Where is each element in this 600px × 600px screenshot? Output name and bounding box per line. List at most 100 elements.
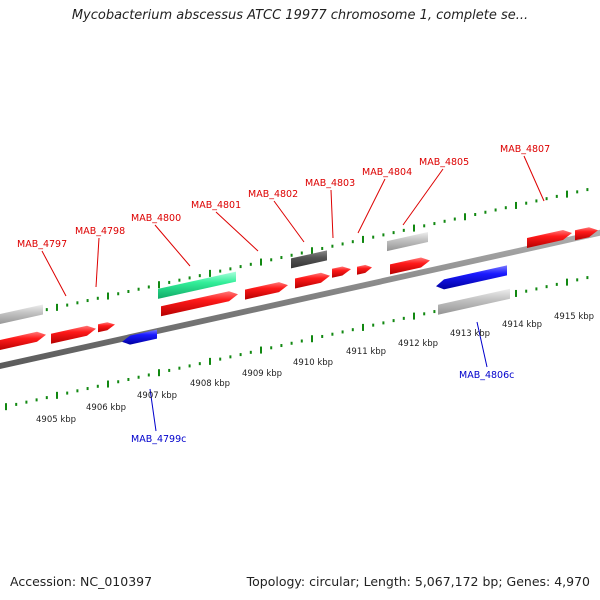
lower-scale-tick: [402, 316, 405, 320]
upper-scale-tick: [239, 265, 242, 269]
upper-scale-tick: [433, 222, 436, 226]
lower-scale-tick: [382, 321, 385, 325]
lower-scale-tick: [331, 332, 334, 336]
pseudo-gene-box[interactable]: [438, 288, 510, 315]
gene-callout-line: [95, 237, 100, 288]
lower-scale-tick: [576, 278, 579, 282]
accession-text: Accession: NC_010397: [10, 574, 153, 589]
gene-arrow[interactable]: [51, 325, 96, 344]
gene-arrow[interactable]: [245, 282, 288, 300]
upper-scale-tick: [66, 303, 69, 307]
gene-label-forward[interactable]: MAB_4798: [75, 226, 125, 237]
gene-label-reverse[interactable]: MAB_4806c: [459, 370, 514, 381]
upper-scale-tick: [45, 308, 48, 312]
scale-label: 4912 kbp: [398, 339, 438, 349]
gene-callout-line: [149, 388, 157, 432]
lower-scale-tick: [392, 319, 395, 323]
upper-scale-tick: [76, 301, 79, 305]
lower-scale-tick: [66, 391, 69, 395]
lower-scale-tick: [137, 375, 140, 379]
upper-scale-tick: [158, 281, 160, 289]
lower-scale-tick: [127, 377, 130, 381]
gene-label-forward[interactable]: MAB_4807: [500, 144, 550, 155]
lower-scale-tick: [545, 285, 548, 289]
gene-label-forward[interactable]: MAB_4800: [131, 213, 181, 224]
lower-scale-tick: [321, 334, 324, 338]
gene-arrow[interactable]: [0, 331, 46, 351]
upper-scale-tick: [86, 299, 89, 303]
lower-scale-tick: [535, 287, 538, 291]
scale-label: 4905 kbp: [36, 415, 76, 425]
gene-arrow[interactable]: [390, 257, 430, 275]
scale-label: 4911 kbp: [346, 347, 386, 357]
upper-scale-tick: [280, 256, 283, 260]
upper-scale-tick: [362, 235, 364, 243]
gene-label-forward[interactable]: MAB_4804: [362, 167, 412, 178]
lower-scale-tick: [586, 276, 589, 280]
gene-arrow[interactable]: [295, 272, 330, 289]
gene-label-reverse[interactable]: MAB_4799c: [131, 434, 186, 445]
gene-arrow[interactable]: [161, 291, 238, 317]
lower-scale-tick: [178, 366, 181, 370]
upper-scale-tick: [270, 258, 273, 262]
lower-scale-tick: [239, 353, 242, 357]
gene-callout-line: [41, 250, 67, 297]
upper-scale-tick: [219, 269, 222, 273]
upper-scale-tick: [229, 267, 232, 271]
gene-arrow[interactable]: [527, 230, 572, 248]
gene-arrow[interactable]: [575, 227, 598, 241]
pseudo-gene-box[interactable]: [291, 250, 327, 269]
upper-scale-tick: [535, 199, 538, 203]
upper-scale-tick: [188, 276, 191, 280]
upper-scale-tick: [515, 201, 517, 209]
upper-scale-tick: [311, 247, 313, 255]
upper-scale-tick: [443, 219, 446, 223]
lower-scale-tick: [45, 396, 48, 400]
topology-text: Topology: circular; Length: 5,067,172 bp…: [246, 574, 590, 589]
scale-label: 4906 kbp: [86, 403, 126, 413]
upper-scale-tick: [96, 296, 99, 300]
gene-callout-line: [402, 168, 444, 226]
lower-scale-tick: [372, 323, 375, 327]
gene-label-forward[interactable]: MAB_4797: [17, 239, 67, 250]
gene-arrow-reverse[interactable]: [122, 329, 157, 345]
lower-scale-tick: [311, 335, 313, 343]
gene-label-forward[interactable]: MAB_4801: [191, 200, 241, 211]
gene-label-forward[interactable]: MAB_4805: [419, 157, 469, 168]
scale-label: 4909 kbp: [242, 369, 282, 379]
lower-scale-tick: [198, 362, 201, 366]
lower-scale-tick: [158, 369, 160, 377]
upper-scale-tick: [56, 303, 58, 311]
lower-scale-tick: [351, 328, 354, 332]
rna-feature-box[interactable]: [158, 271, 236, 299]
upper-scale-tick: [576, 190, 579, 194]
gene-arrow[interactable]: [98, 322, 115, 333]
upper-scale-tick: [260, 258, 262, 266]
upper-scale-tick: [107, 292, 109, 300]
gene-arrow[interactable]: [332, 266, 351, 278]
gene-arrow[interactable]: [357, 264, 372, 275]
upper-scale-tick: [402, 228, 405, 232]
pseudo-gene-box[interactable]: [387, 232, 428, 252]
upper-scale-tick: [117, 292, 120, 296]
lower-scale-tick: [15, 402, 18, 406]
pseudo-gene-box[interactable]: [0, 304, 43, 325]
upper-scale-tick: [341, 242, 344, 246]
scale-label: 4910 kbp: [293, 358, 333, 368]
lower-scale-tick: [341, 330, 344, 334]
lower-scale-tick: [86, 387, 89, 391]
upper-scale-tick: [555, 194, 558, 198]
gene-label-forward[interactable]: MAB_4803: [305, 178, 355, 189]
upper-scale-tick: [331, 244, 334, 248]
upper-scale-tick: [351, 240, 354, 244]
upper-scale-tick: [392, 231, 395, 235]
upper-scale-tick: [545, 197, 548, 201]
lower-scale-tick: [290, 341, 293, 345]
upper-scale-tick: [372, 235, 375, 239]
upper-scale-tick: [586, 188, 589, 192]
upper-scale-tick: [413, 224, 415, 232]
gene-arrow-reverse[interactable]: [436, 265, 507, 290]
upper-scale-tick: [484, 210, 487, 214]
gene-label-forward[interactable]: MAB_4802: [248, 189, 298, 200]
